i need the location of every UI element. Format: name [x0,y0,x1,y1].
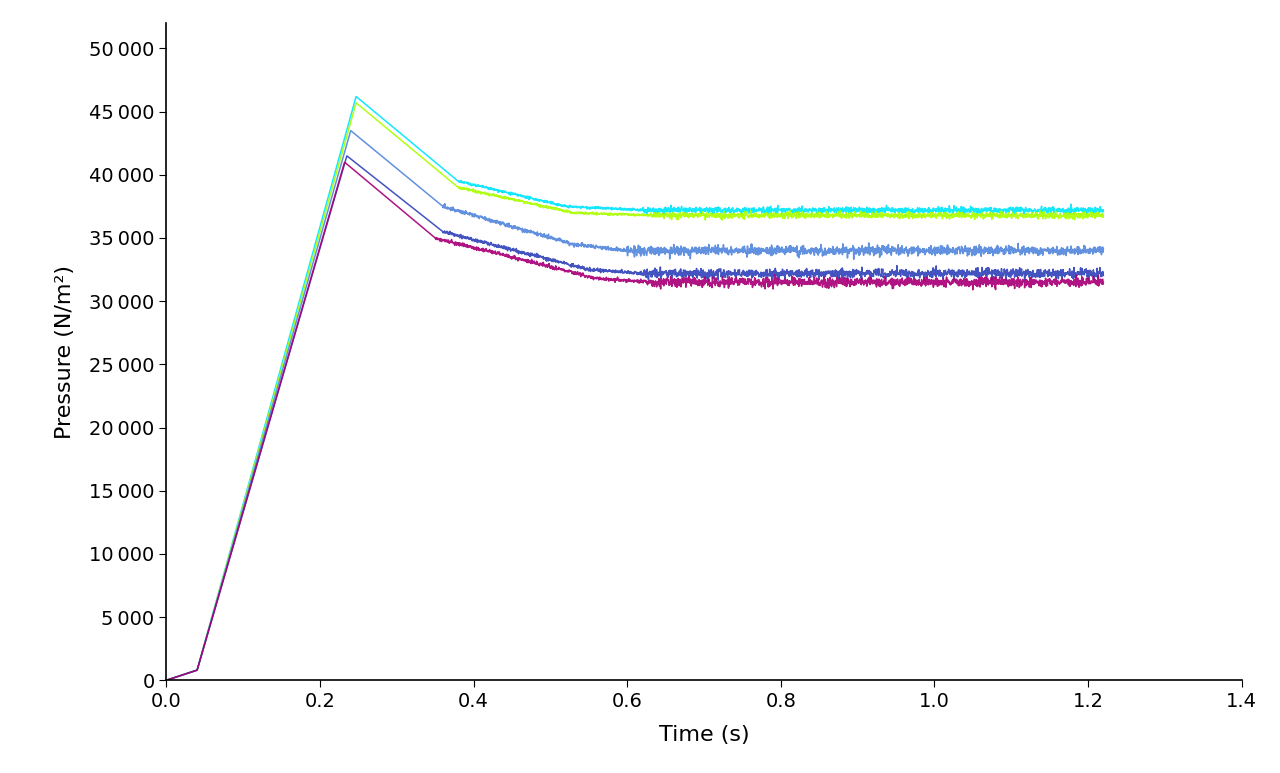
Y-axis label: Pressure (N/m²): Pressure (N/m²) [55,264,76,439]
X-axis label: Time (s): Time (s) [659,725,749,745]
